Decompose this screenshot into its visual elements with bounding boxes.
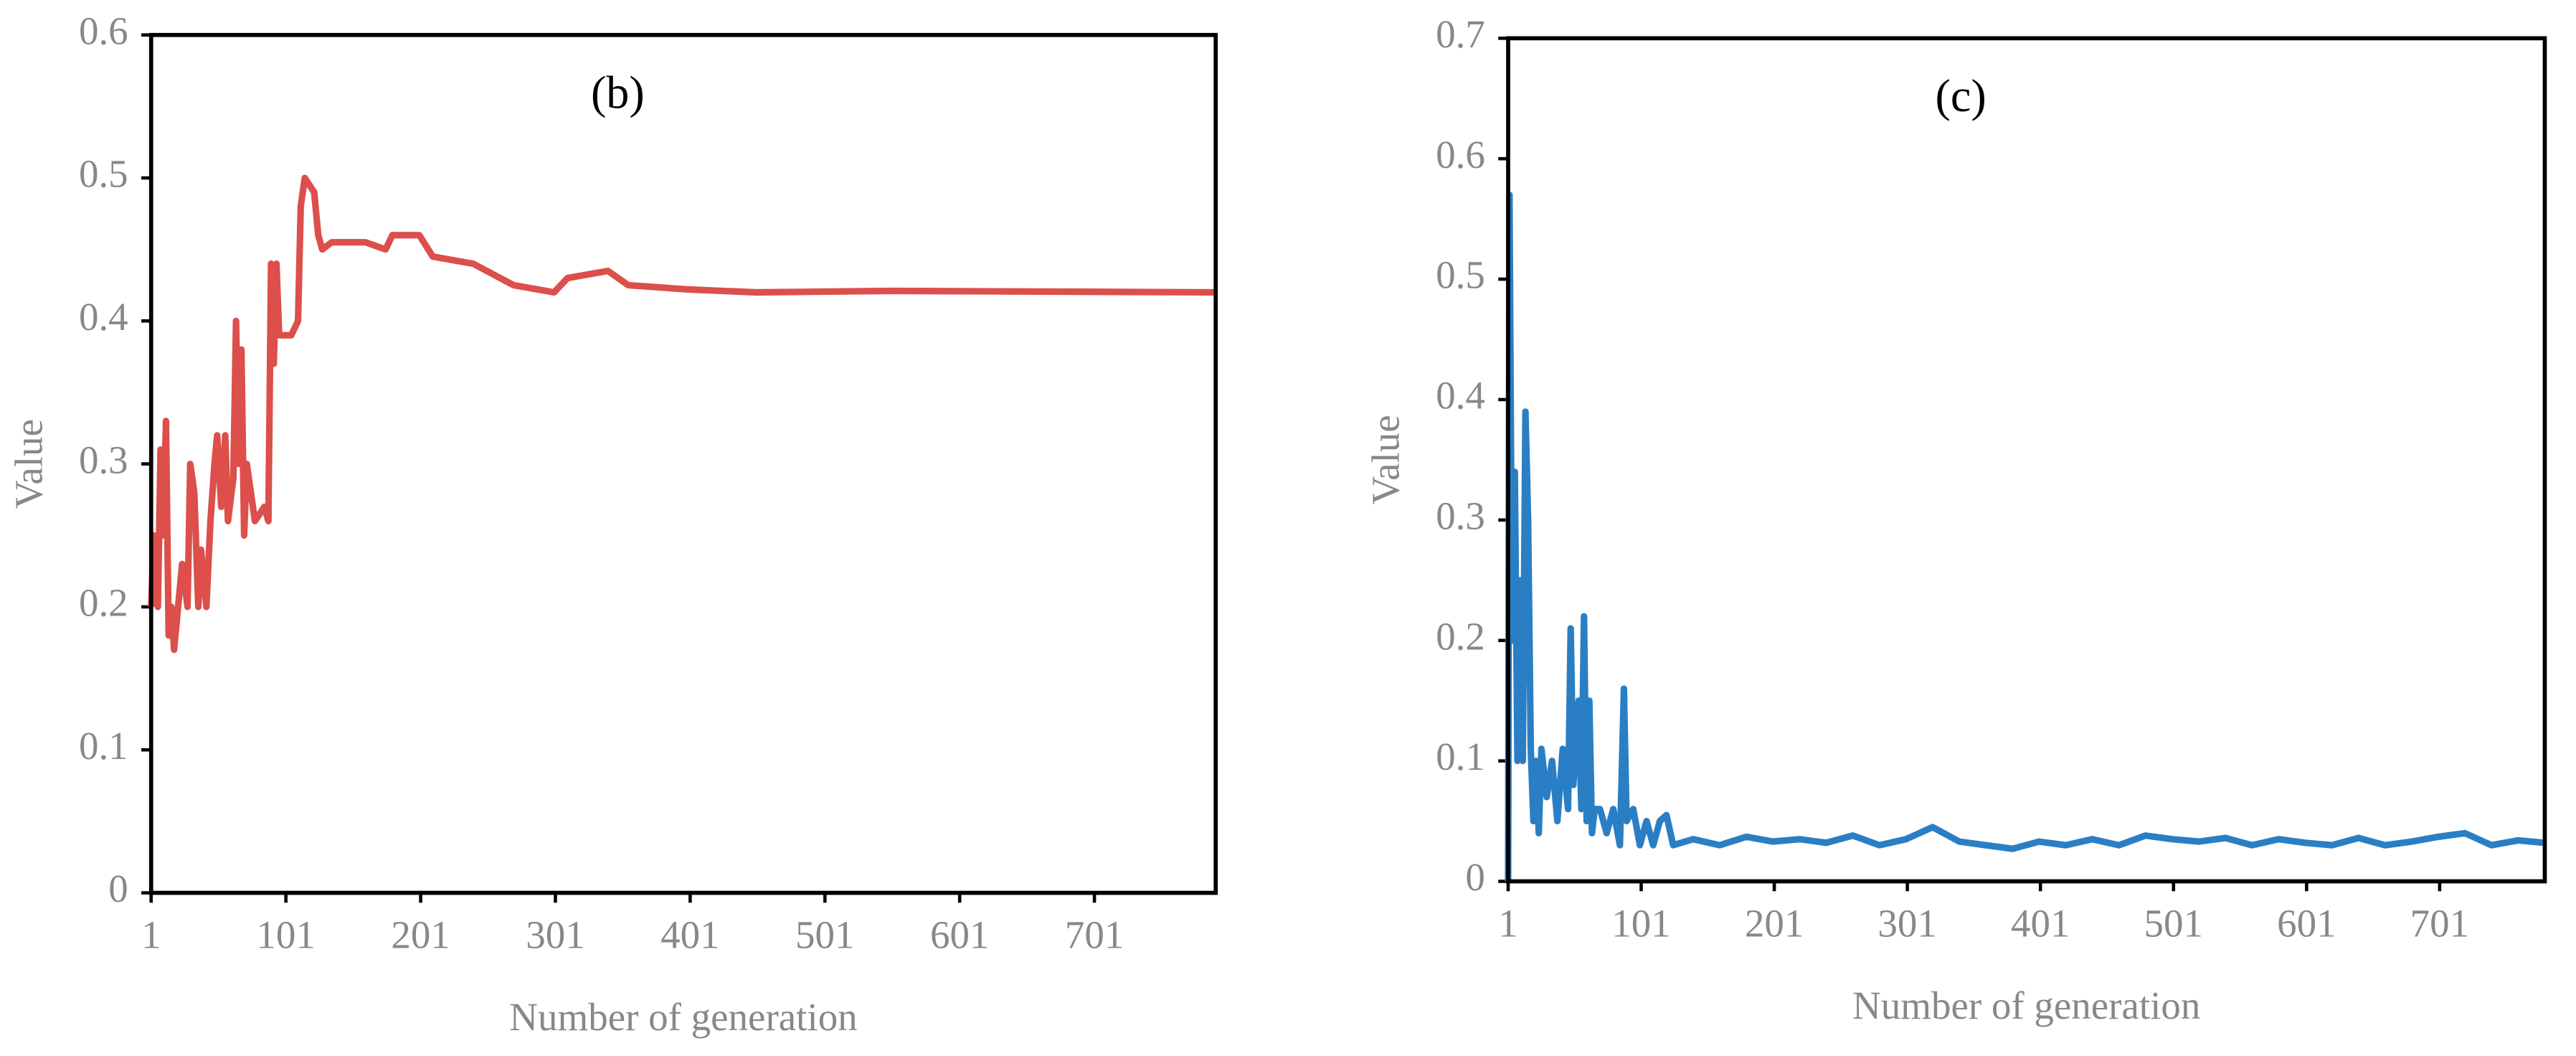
y-tick-label: 0.1 [1436, 735, 1485, 778]
x-tick-label: 701 [1065, 913, 1124, 956]
y-tick-label: 0.5 [1436, 253, 1485, 297]
data-line [148, 174, 1216, 654]
y-tick-label: 0.6 [79, 9, 128, 52]
x-tick-label: 101 [256, 913, 315, 956]
y-tick-label: 0.5 [79, 152, 128, 196]
data-line [1505, 192, 2545, 882]
x-tick-label: 1 [141, 913, 161, 956]
x-tick-label: 401 [660, 913, 719, 956]
x-tick-label: 501 [795, 913, 854, 956]
x-tick-label: 301 [526, 913, 584, 956]
y-tick-label: 0 [108, 867, 128, 910]
x-tick-label: 101 [1611, 901, 1670, 945]
y-tick-label: 0.4 [1436, 374, 1485, 418]
x-axis-label: Number of generation [509, 995, 857, 1039]
y-tick-label: 0.7 [1436, 12, 1485, 56]
y-tick-label: 0.3 [1436, 494, 1485, 537]
x-tick-label: 401 [2011, 901, 2070, 945]
y-tick-label: 0.3 [79, 438, 128, 481]
y-tick-label: 0.1 [79, 724, 128, 768]
plot-frame [148, 32, 1218, 895]
y-tick-label: 0.2 [79, 581, 128, 625]
x-tick-label: 201 [1745, 901, 1804, 945]
x-tick-label: 1 [1498, 901, 1517, 945]
y-axis-label: Value [6, 419, 50, 509]
y-axis-label: Value [1364, 415, 1408, 504]
x-axis-label: Number of generation [1852, 984, 2200, 1027]
x-tick-label: 301 [1877, 901, 1936, 945]
chart-title: (c) [1936, 70, 1987, 121]
x-tick-label: 201 [391, 913, 450, 956]
y-tick-label: 0 [1465, 855, 1484, 899]
x-tick-label: 601 [930, 913, 989, 956]
x-tick-label: 601 [2277, 901, 2336, 945]
plot-frame [1506, 36, 2547, 884]
x-tick-label: 701 [2410, 901, 2469, 945]
x-tick-label: 501 [2144, 901, 2203, 945]
y-tick-label: 0.2 [1436, 614, 1485, 658]
chart-title: (b) [591, 67, 645, 118]
y-tick-label: 0.4 [79, 295, 128, 339]
y-tick-label: 0.6 [1436, 133, 1485, 176]
